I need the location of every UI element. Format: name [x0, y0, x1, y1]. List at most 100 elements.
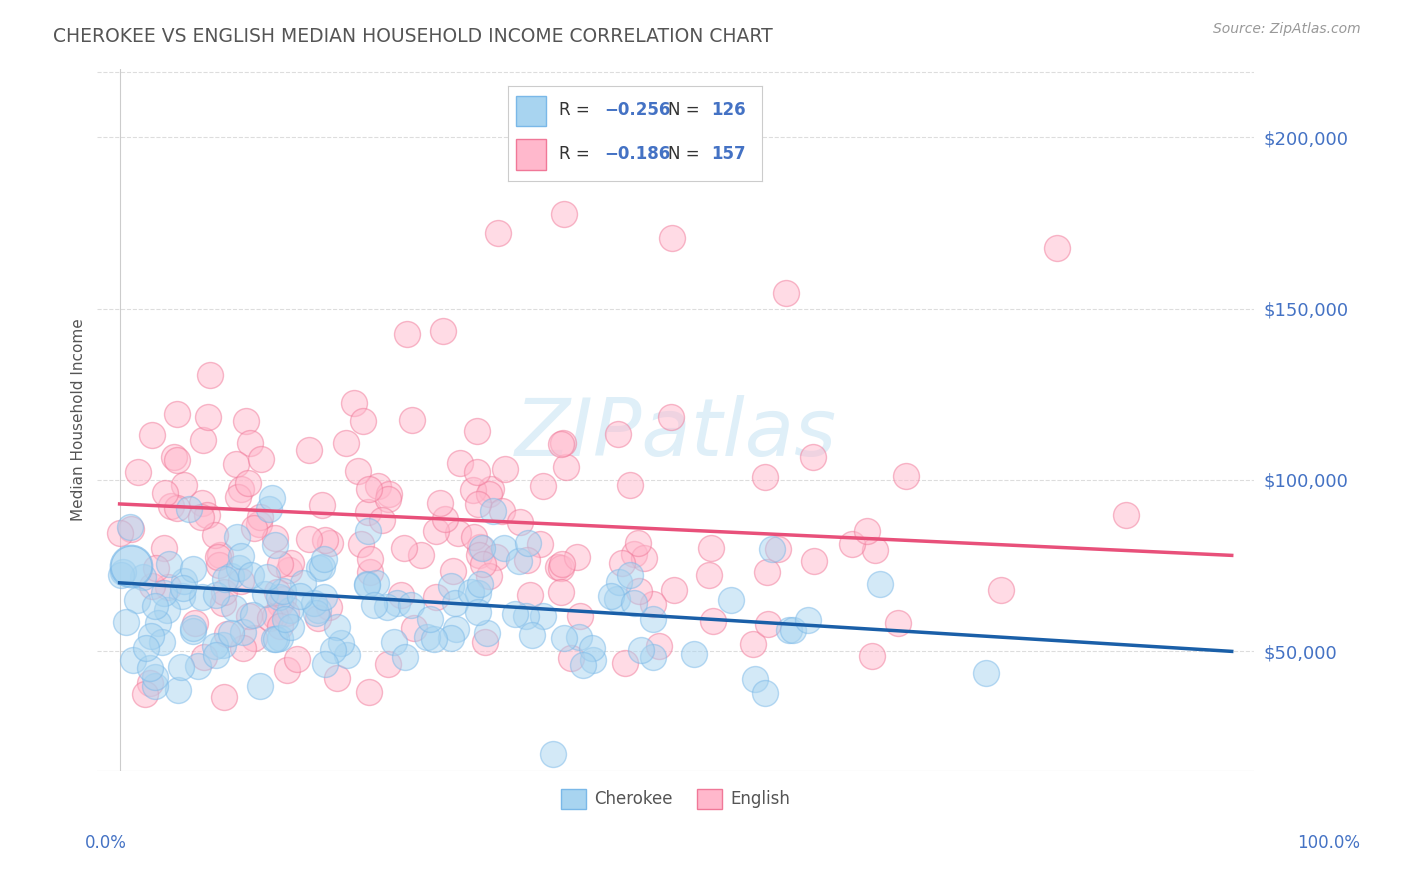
Point	[260, 491, 283, 505]
Point	[378, 487, 401, 501]
Point	[187, 658, 209, 673]
Point	[263, 632, 285, 647]
Point	[356, 578, 378, 592]
Point	[239, 435, 262, 450]
Point	[894, 469, 917, 483]
Point	[264, 531, 287, 545]
Point	[581, 640, 603, 655]
Point	[239, 567, 262, 582]
Point	[475, 625, 498, 640]
Point	[423, 632, 446, 646]
Point	[766, 542, 789, 557]
Point	[887, 615, 910, 630]
Point	[135, 641, 157, 656]
Point	[314, 533, 336, 547]
Point	[280, 620, 302, 634]
Point	[143, 679, 166, 693]
Point	[375, 599, 398, 614]
Point	[741, 637, 763, 651]
Point	[214, 572, 236, 586]
Point	[626, 536, 648, 550]
Point	[623, 595, 645, 609]
Point	[444, 622, 467, 636]
Point	[242, 608, 264, 623]
Point	[401, 413, 423, 427]
Point	[347, 464, 370, 478]
Point	[224, 600, 246, 615]
Point	[226, 490, 249, 504]
Point	[699, 568, 721, 582]
Point	[550, 437, 572, 451]
Point	[115, 615, 138, 629]
Point	[150, 635, 173, 649]
Point	[212, 690, 235, 705]
Point	[377, 491, 399, 506]
Point	[491, 504, 513, 518]
Point	[266, 584, 288, 599]
Point	[153, 585, 176, 599]
Point	[167, 683, 190, 698]
Point	[269, 557, 291, 571]
Point	[163, 450, 186, 465]
Point	[440, 631, 463, 645]
Point	[139, 629, 162, 643]
Point	[363, 599, 385, 613]
Point	[357, 482, 380, 496]
Point	[382, 635, 405, 649]
Point	[120, 558, 142, 573]
Point	[522, 628, 544, 642]
Point	[990, 583, 1012, 598]
Point	[440, 579, 463, 593]
Point	[170, 660, 193, 674]
Point	[155, 486, 177, 500]
Point	[205, 588, 228, 602]
Text: Source: ZipAtlas.com: Source: ZipAtlas.com	[1213, 22, 1361, 37]
Point	[264, 538, 287, 552]
Point	[193, 433, 215, 447]
Point	[860, 648, 883, 663]
Point	[869, 577, 891, 591]
Point	[797, 613, 820, 627]
Point	[479, 482, 502, 496]
Point	[495, 461, 517, 475]
Point	[326, 620, 349, 634]
Point	[761, 542, 783, 557]
Point	[290, 589, 312, 603]
Point	[429, 495, 451, 509]
Point	[754, 470, 776, 484]
Point	[359, 565, 381, 579]
Point	[336, 648, 359, 662]
Point	[267, 590, 290, 604]
Point	[482, 503, 505, 517]
Point	[259, 610, 281, 624]
Point	[228, 561, 250, 575]
Text: 0.0%: 0.0%	[84, 834, 127, 852]
Point	[318, 600, 340, 615]
Point	[257, 501, 280, 516]
Point	[357, 505, 380, 519]
Point	[139, 676, 162, 690]
Text: CHEROKEE VS ENGLISH MEDIAN HOUSEHOLD INCOME CORRELATION CHART: CHEROKEE VS ENGLISH MEDIAN HOUSEHOLD INC…	[53, 27, 773, 45]
Point	[775, 286, 797, 301]
Point	[560, 650, 582, 665]
Point	[153, 541, 176, 556]
Point	[249, 510, 271, 524]
Point	[254, 587, 277, 601]
Point	[173, 478, 195, 492]
Point	[264, 632, 287, 646]
Point	[416, 630, 439, 644]
Point	[249, 679, 271, 693]
Point	[478, 486, 501, 500]
Point	[572, 658, 595, 673]
Point	[243, 520, 266, 534]
Point	[139, 661, 162, 675]
Point	[682, 648, 704, 662]
Point	[612, 556, 634, 570]
Point	[173, 574, 195, 589]
Point	[134, 687, 156, 701]
Point	[108, 525, 131, 540]
Point	[643, 649, 665, 664]
Point	[157, 557, 180, 571]
Point	[212, 638, 235, 652]
Point	[531, 609, 554, 624]
